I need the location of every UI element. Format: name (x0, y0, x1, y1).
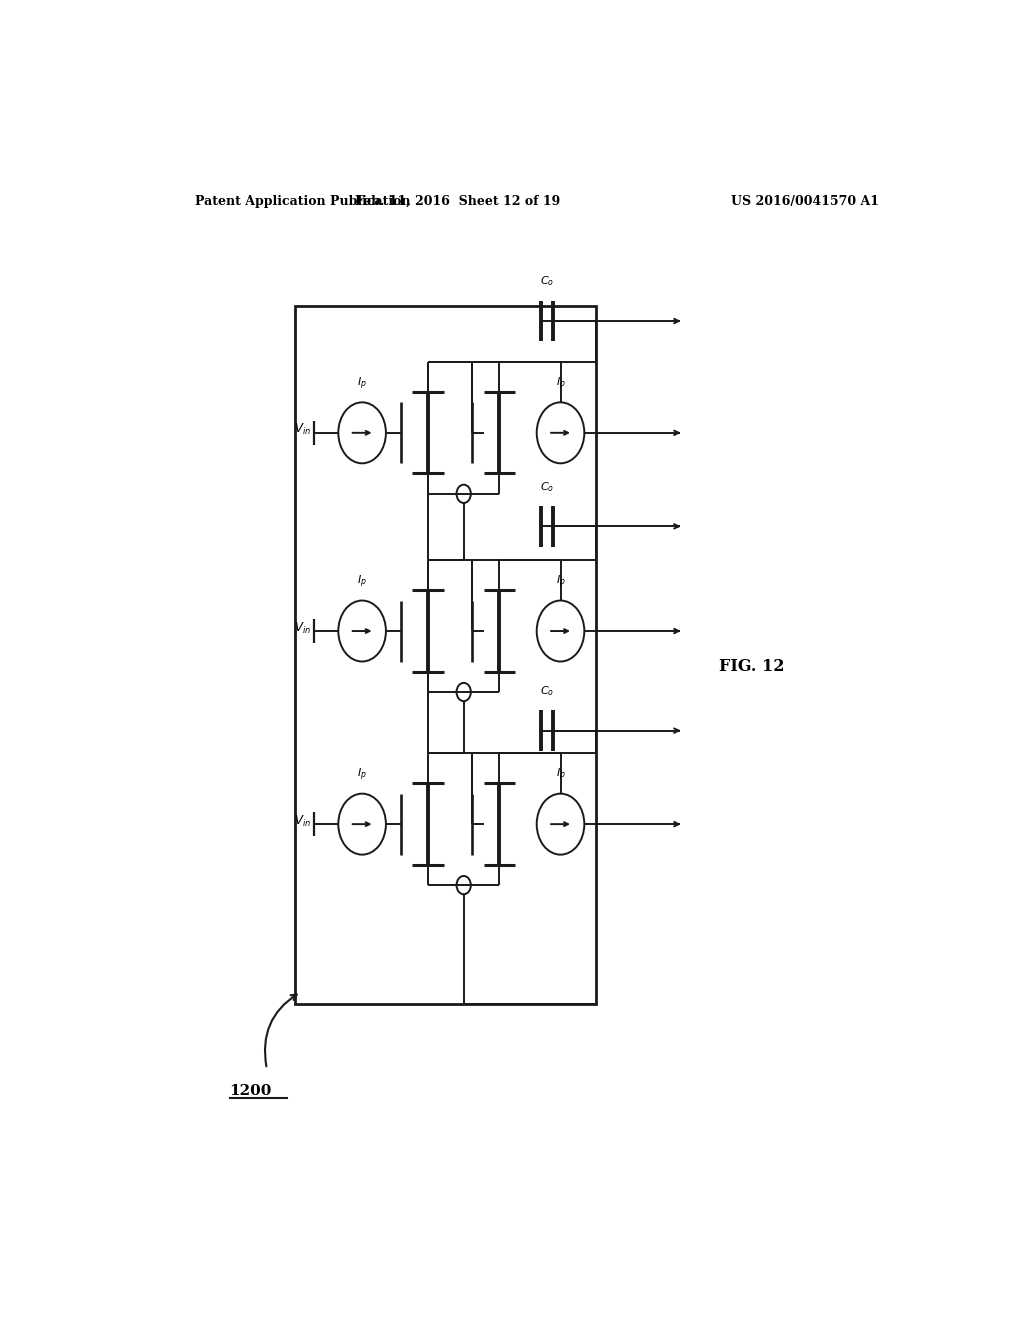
Text: $I_p$: $I_p$ (357, 767, 367, 784)
Text: $I_p$: $I_p$ (556, 767, 565, 784)
Text: FIG. 12: FIG. 12 (719, 659, 784, 675)
Text: 1200: 1200 (229, 1085, 272, 1098)
Text: $C_o$: $C_o$ (540, 684, 554, 698)
Text: US 2016/0041570 A1: US 2016/0041570 A1 (731, 194, 880, 207)
Text: $I_p$: $I_p$ (556, 574, 565, 590)
Text: Patent Application Publication: Patent Application Publication (196, 194, 411, 207)
Text: $I_p$: $I_p$ (556, 376, 565, 392)
Text: $V_{in}$: $V_{in}$ (294, 422, 310, 437)
Text: $C_o$: $C_o$ (540, 480, 554, 494)
Text: $I_p$: $I_p$ (357, 574, 367, 590)
Text: $I_p$: $I_p$ (357, 376, 367, 392)
Text: $C_o$: $C_o$ (540, 275, 554, 289)
Text: Feb. 11, 2016  Sheet 12 of 19: Feb. 11, 2016 Sheet 12 of 19 (354, 194, 560, 207)
Bar (295, 306, 596, 1005)
Text: $V_{in}$: $V_{in}$ (294, 620, 310, 635)
Text: $V_{in}$: $V_{in}$ (294, 813, 310, 829)
